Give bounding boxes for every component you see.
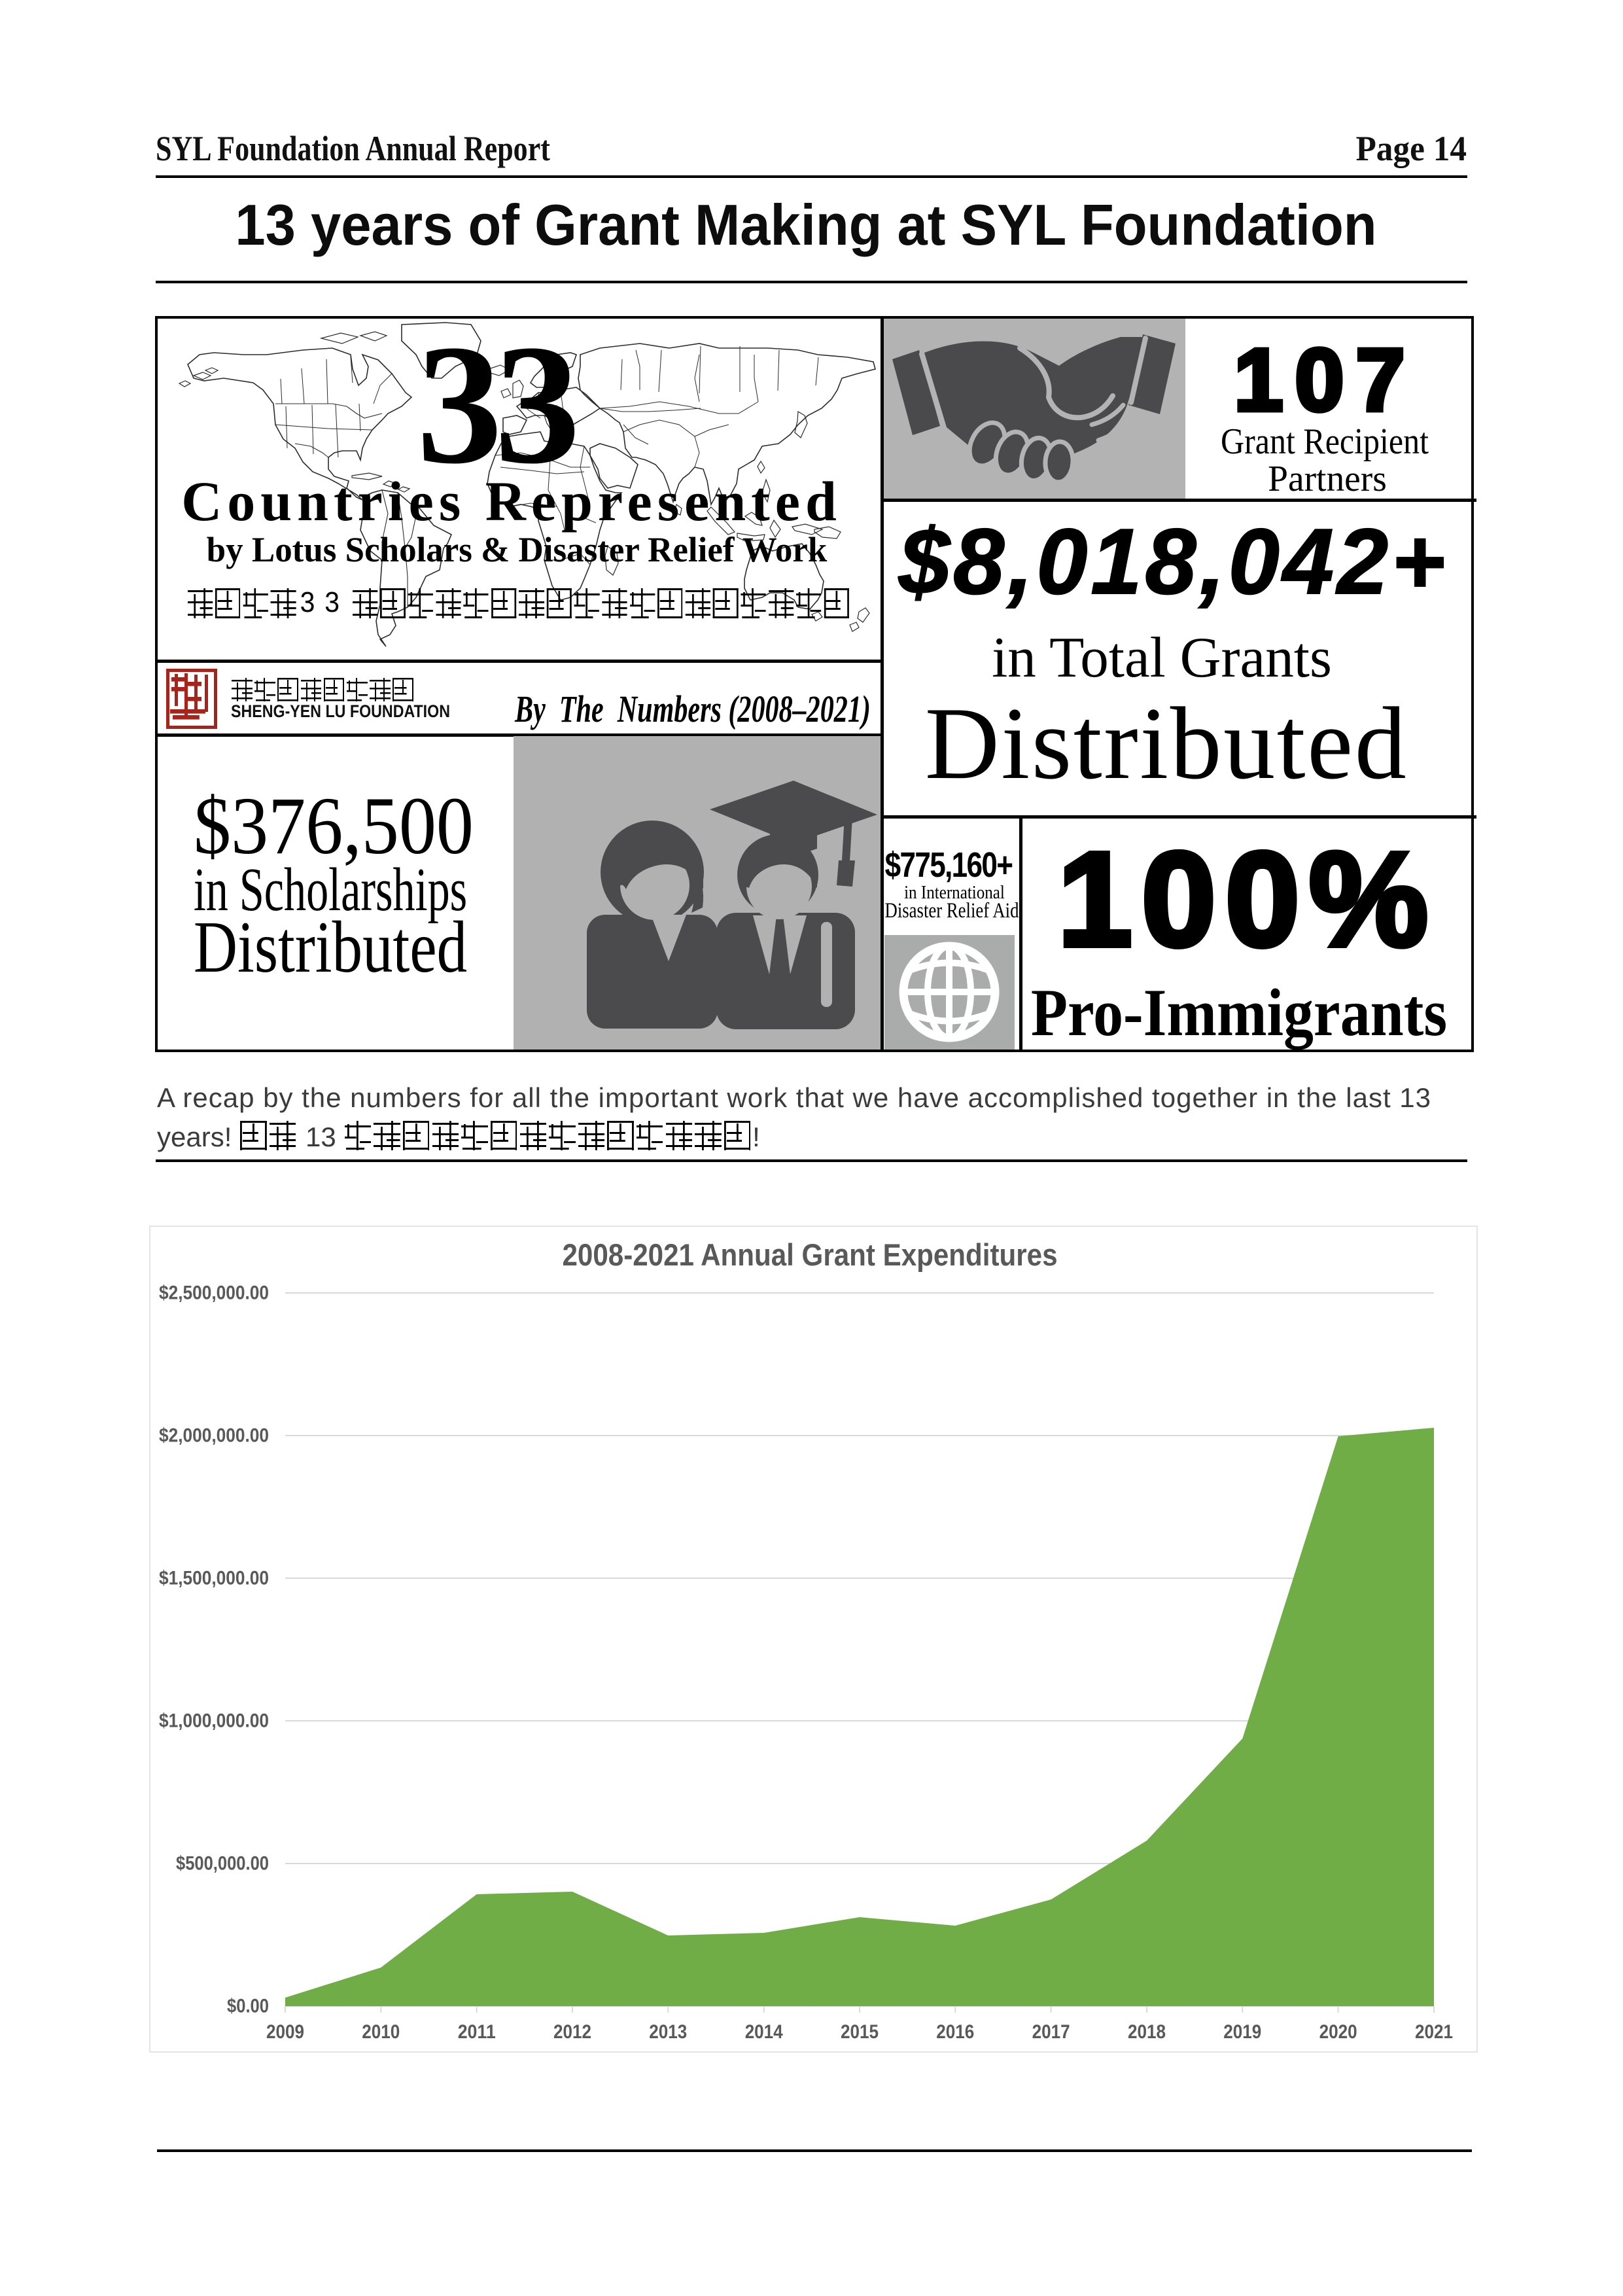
svg-text:2015: 2015 xyxy=(841,2021,879,2043)
svg-text:2020: 2020 xyxy=(1319,2021,1357,2043)
svg-text:2018: 2018 xyxy=(1128,2021,1166,2043)
svg-text:$1,500,000.00: $1,500,000.00 xyxy=(159,1568,269,1589)
svg-text:2012: 2012 xyxy=(553,2021,591,2043)
svg-text:2013: 2013 xyxy=(649,2021,687,2043)
svg-text:$1,000,000.00: $1,000,000.00 xyxy=(159,1710,269,1732)
svg-text:2009: 2009 xyxy=(266,2021,304,2043)
svg-text:2010: 2010 xyxy=(362,2021,400,2043)
svg-text:$2,500,000.00: $2,500,000.00 xyxy=(159,1282,269,1304)
svg-text:2011: 2011 xyxy=(458,2021,496,2043)
svg-text:2021: 2021 xyxy=(1415,2021,1453,2043)
svg-text:$2,000,000.00: $2,000,000.00 xyxy=(159,1425,269,1447)
svg-text:2017: 2017 xyxy=(1032,2021,1070,2043)
svg-text:2014: 2014 xyxy=(745,2021,783,2043)
svg-text:$500,000.00: $500,000.00 xyxy=(176,1853,269,1875)
svg-text:$0.00: $0.00 xyxy=(227,1996,269,2017)
svg-text:2016: 2016 xyxy=(936,2021,974,2043)
svg-text:2019: 2019 xyxy=(1223,2021,1261,2043)
svg-text:2008-2021 Annual Grant Expendi: 2008-2021 Annual Grant Expenditures xyxy=(563,1237,1058,1272)
